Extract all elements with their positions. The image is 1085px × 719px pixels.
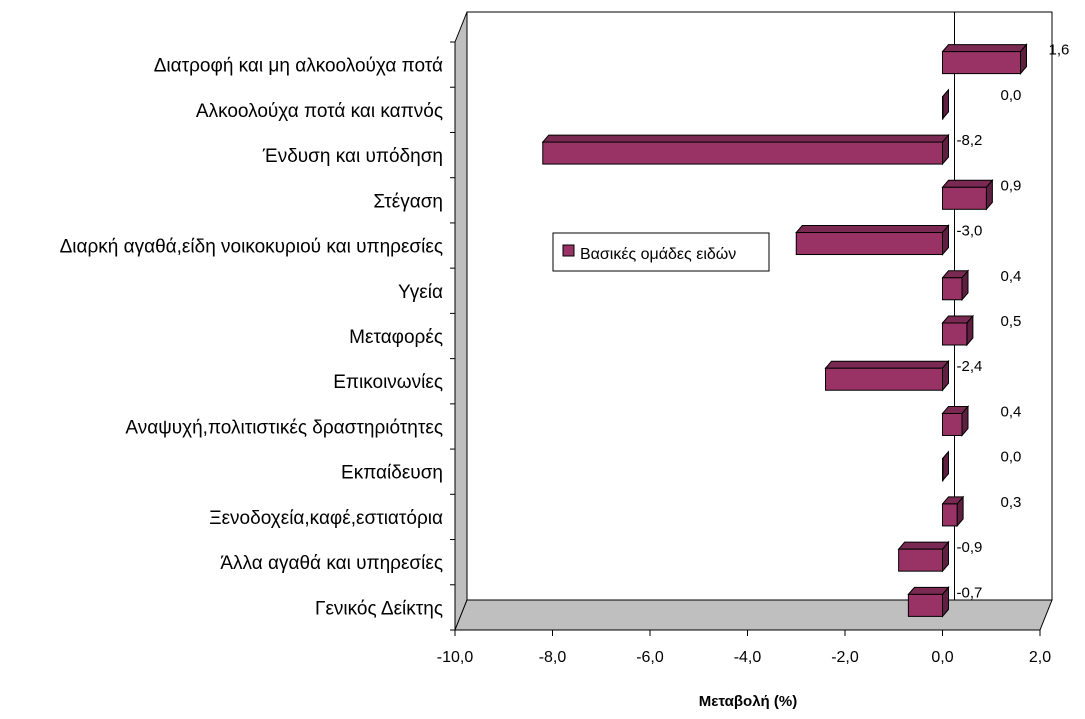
- bar-front: [542, 141, 943, 165]
- legend-label: Βασικές ομάδες ειδών: [580, 246, 736, 263]
- data-label: 0,4: [1001, 268, 1022, 285]
- bar: [941, 178, 994, 211]
- category-label: Μεταφορές: [349, 327, 443, 348]
- bar-front: [942, 96, 944, 120]
- data-label: 0,5: [1001, 313, 1022, 330]
- x-tick-label: 2,0: [1029, 649, 1051, 666]
- bar-front: [942, 186, 987, 210]
- x-tick-label: -10,0: [437, 649, 474, 666]
- category-label: Αναψυχή,πολιτιστικές δραστηριότητες: [125, 417, 443, 438]
- bar: [942, 88, 949, 121]
- category-label: Υγεία: [398, 282, 443, 303]
- bar-top: [541, 134, 950, 143]
- data-label: 0,0: [1001, 87, 1022, 104]
- bar-top: [795, 225, 950, 234]
- data-label: -0,9: [957, 539, 983, 556]
- bars: [541, 43, 1028, 618]
- data-label: 0,0: [1001, 449, 1022, 466]
- category-label: Γενικός Δείκτης: [315, 598, 443, 619]
- category-label: Ένδυση και υπόδηση: [262, 146, 443, 167]
- category-label: Ξενοδοχεία,καφέ,εστιατόρια: [209, 508, 443, 529]
- category-label: Επικοινωνίες: [333, 372, 443, 393]
- category-label: Στέγαση: [373, 191, 443, 212]
- legend: Βασικές ομάδες ειδών: [552, 232, 770, 272]
- x-tick-label: -2,0: [831, 649, 859, 666]
- data-label: 0,9: [1001, 177, 1022, 194]
- x-tick-label: -6,0: [636, 649, 664, 666]
- bar-front: [942, 458, 944, 482]
- bar-top: [897, 541, 950, 550]
- bar-top: [941, 44, 1028, 53]
- bar-top: [824, 360, 950, 369]
- bar-front: [898, 548, 943, 572]
- bar-front: [907, 593, 943, 617]
- x-tick-label: -8,0: [539, 649, 567, 666]
- x-axis-title: Μεταβολή (%): [699, 693, 797, 710]
- data-label: -8,2: [957, 132, 983, 149]
- bar: [824, 359, 950, 392]
- legend-box: [552, 232, 770, 272]
- bar: [541, 133, 950, 166]
- bar-top: [941, 179, 994, 188]
- x-axis-ticks: -10,0 -8,0 -6,0 -4,0 -2,0 0,0 2,0: [437, 629, 1051, 666]
- bar: [941, 495, 965, 528]
- bar-front: [942, 412, 963, 436]
- bar-front: [942, 51, 1021, 75]
- bar-front: [942, 322, 968, 346]
- floor: [454, 599, 1053, 631]
- data-label: 1,6: [1049, 42, 1070, 59]
- data-label: 0,4: [1001, 403, 1022, 420]
- side-wall: [454, 11, 468, 631]
- bar: [942, 450, 949, 483]
- data-labels: 1,6 0,0 -8,2 0,9 -3,0 0,4 0,5 -2,4 0,4 0,0 0,3 -0,9…: [957, 42, 1070, 602]
- category-label: Άλλα αγαθά και υπηρεσίες: [220, 553, 443, 574]
- bar-front: [795, 232, 943, 256]
- bar: [897, 540, 950, 573]
- category-label: Διαρκή αγαθά,είδη νοικοκυριού και υπηρεσ…: [60, 237, 443, 258]
- data-label: -0,7: [957, 584, 983, 601]
- x-tick-label: 0,0: [931, 649, 953, 666]
- data-label: -3,0: [957, 223, 983, 240]
- data-label: -2,4: [957, 358, 983, 375]
- bar: [907, 586, 950, 618]
- bar-front: [942, 503, 958, 527]
- bar-front: [942, 277, 963, 301]
- bar: [941, 314, 974, 347]
- bar: [941, 43, 1028, 75]
- legend-swatch: [562, 244, 575, 257]
- category-label: Αλκοολούχα ποτά και καπνός: [196, 101, 443, 122]
- bar: [941, 269, 970, 302]
- bar-top: [907, 586, 950, 595]
- bar: [795, 224, 950, 256]
- category-label: Διατροφή και μη αλκοολούχα ποτά: [154, 56, 443, 77]
- category-label: Εκπαίδευση: [341, 463, 443, 484]
- bar: [941, 405, 970, 437]
- bar-front: [825, 367, 943, 391]
- category-labels: Διατροφή και μη αλκοολούχα ποτά Αλκοολούχ…: [60, 41, 455, 631]
- x-tick-label: -4,0: [734, 649, 762, 666]
- back-wall: [466, 11, 1053, 601]
- data-label: 0,3: [1001, 494, 1022, 511]
